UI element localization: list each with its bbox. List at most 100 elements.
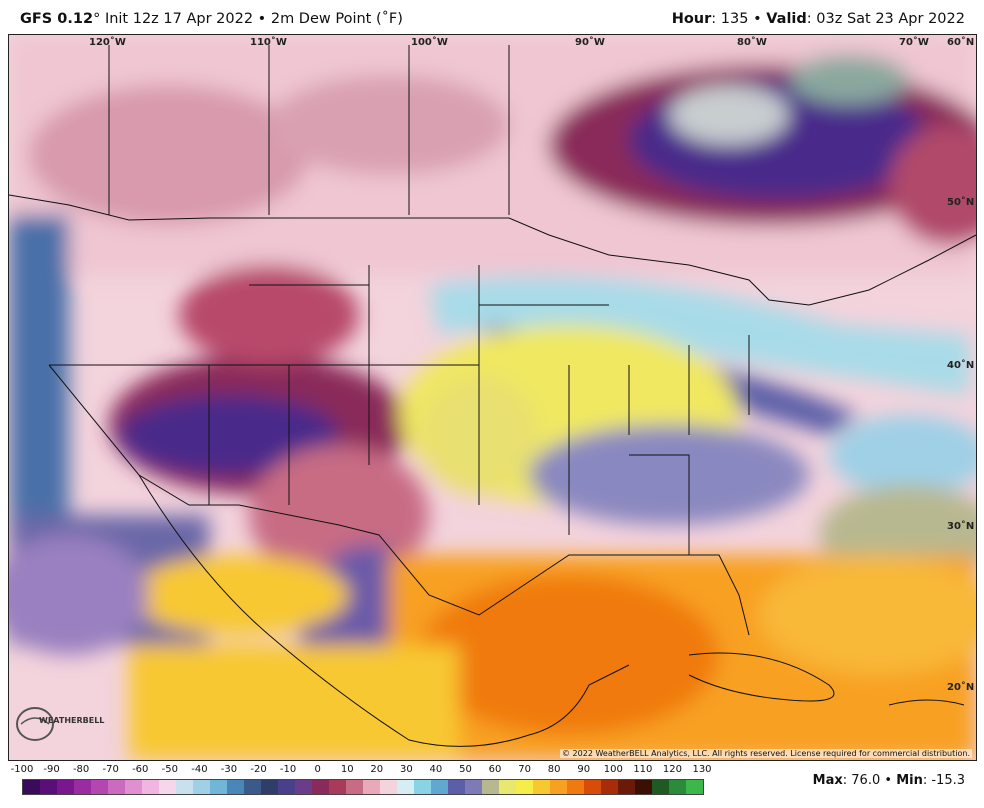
logo-text: WEATHERBELL: [39, 716, 105, 725]
degree-symbol: °: [93, 11, 101, 27]
legend-swatch-0: [23, 780, 40, 794]
legend-tick-7: -30: [220, 764, 238, 775]
legend-tick-11: 10: [340, 764, 354, 775]
legend-swatch-6: [125, 780, 142, 794]
legend-swatch-21: [380, 780, 397, 794]
legend-swatch-1: [40, 780, 57, 794]
legend-swatch-39: [686, 780, 703, 794]
lon-label-110w: 110˚W: [250, 37, 287, 48]
copyright-notice: © 2022 WeatherBELL Analytics, LLC. All r…: [560, 749, 972, 758]
legend-swatch-10: [193, 780, 210, 794]
bullet-separator: •: [753, 11, 762, 27]
legend-swatch-23: [414, 780, 431, 794]
title-right: Hour: 135 • Valid: 03z Sat 23 Apr 2022: [672, 11, 965, 27]
lat-label-20n: 20˚N: [947, 682, 975, 693]
valid-value: : 03z Sat 23 Apr 2022: [806, 11, 965, 27]
lat-label-60n: 60˚N: [947, 37, 975, 48]
legend-swatch-4: [91, 780, 108, 794]
legend-swatch-16: [295, 780, 312, 794]
legend-swatch-22: [397, 780, 414, 794]
legend-swatch-9: [176, 780, 193, 794]
legend-swatch-36: [635, 780, 652, 794]
legend-swatch-20: [363, 780, 380, 794]
legend-swatch-7: [142, 780, 159, 794]
legend-swatch-26: [465, 780, 482, 794]
legend-tick-8: -20: [250, 764, 267, 775]
lon-label-100w: 100˚W: [411, 37, 448, 48]
legend-swatch-14: [261, 780, 278, 794]
model-name: GFS 0.12: [20, 11, 94, 27]
lon-label-120w: 120˚W: [89, 37, 126, 48]
legend-tick-labels: -100 -90 -80 -70 -60 -50 -40 -30 -20 -10 0 10 20 30 40…: [8, 764, 728, 776]
legend-swatch-18: [329, 780, 346, 794]
lat-label-50n: 50˚N: [947, 197, 975, 208]
legend-swatch-5: [108, 780, 125, 794]
min-label: Min: [896, 773, 923, 788]
legend-tick-0: -100: [10, 764, 34, 775]
political-borders: [9, 45, 976, 747]
max-value: : 76.0: [842, 773, 881, 788]
legend-tick-4: -60: [132, 764, 149, 775]
legend-tick-1: -90: [43, 764, 60, 775]
legend-swatch-34: [601, 780, 618, 794]
legend-swatch-25: [448, 780, 465, 794]
legend-swatch-38: [669, 780, 686, 794]
legend-swatch-31: [550, 780, 567, 794]
legend-swatch-13: [244, 780, 261, 794]
lon-label-70w: 70˚W: [899, 37, 929, 48]
legend-tick-21: 110: [633, 764, 653, 775]
dewpoint-map[interactable]: 120˚W 110˚W 100˚W 90˚W 80˚W 70˚W 60˚N 50…: [8, 34, 977, 761]
hour-label: Hour: [671, 11, 712, 27]
max-min-readout: Max: 76.0 • Min: -15.3: [813, 773, 965, 788]
legend-swatch-15: [278, 780, 295, 794]
legend-tick-15: 50: [459, 764, 472, 775]
legend-swatch-37: [652, 780, 669, 794]
legend-swatch-29: [516, 780, 533, 794]
lon-label-80w: 80˚W: [737, 37, 767, 48]
legend-swatch-33: [584, 780, 601, 794]
legend-tick-14: 40: [429, 764, 443, 775]
legend-swatch-19: [346, 780, 363, 794]
legend-swatch-32: [567, 780, 584, 794]
legend-tick-18: 80: [547, 764, 561, 775]
field-shading: [9, 35, 976, 760]
min-value: : -15.3: [922, 773, 965, 788]
legend-swatch-17: [312, 780, 329, 794]
lon-label-90w: 90˚W: [575, 37, 605, 48]
weatherbell-logo: WEATHERBELL: [15, 702, 105, 742]
legend-tick-22: 120: [662, 764, 682, 775]
legend-tick-19: 90: [577, 764, 591, 775]
legend-colorbar: [22, 779, 704, 795]
legend-tick-6: -40: [191, 764, 208, 775]
legend-tick-20: 100: [603, 764, 623, 775]
legend-swatch-2: [57, 780, 74, 794]
legend-swatch-24: [431, 780, 448, 794]
lat-label-40n: 40˚N: [947, 360, 975, 371]
title-left: GFS 0.12° Init 12z 17 Apr 2022 • 2m Dew …: [20, 11, 403, 27]
legend-tick-2: -80: [72, 764, 90, 775]
legend-tick-13: 30: [399, 764, 413, 775]
legend-swatch-11: [210, 780, 227, 794]
legend-tick-10: 0: [314, 764, 321, 775]
legend-swatch-12: [227, 780, 244, 794]
map-canvas: [9, 35, 976, 760]
legend-swatch-27: [482, 780, 499, 794]
header-bar: GFS 0.12° Init 12z 17 Apr 2022 • 2m Dew …: [0, 0, 984, 34]
lat-label-30n: 30˚N: [947, 521, 975, 532]
legend-tick-17: 70: [518, 764, 531, 775]
legend-tick-5: -50: [161, 764, 178, 775]
legend-tick-16: 60: [488, 764, 502, 775]
color-legend: -100 -90 -80 -70 -60 -50 -40 -30 -20 -10 0 10 20 30 40…: [8, 762, 728, 802]
bullet-separator: •: [884, 773, 893, 788]
max-label: Max: [812, 773, 843, 788]
legend-swatch-3: [74, 780, 91, 794]
legend-tick-23: 130: [692, 764, 712, 775]
legend-tick-12: 20: [370, 764, 384, 775]
legend-swatch-30: [533, 780, 550, 794]
product-name: 2m Dew Point (˚F): [270, 11, 403, 27]
hour-value: : 135: [711, 11, 749, 27]
legend-swatch-28: [499, 780, 516, 794]
logo-icon: [16, 707, 54, 741]
valid-label: Valid: [766, 11, 807, 27]
legend-swatch-8: [159, 780, 176, 794]
